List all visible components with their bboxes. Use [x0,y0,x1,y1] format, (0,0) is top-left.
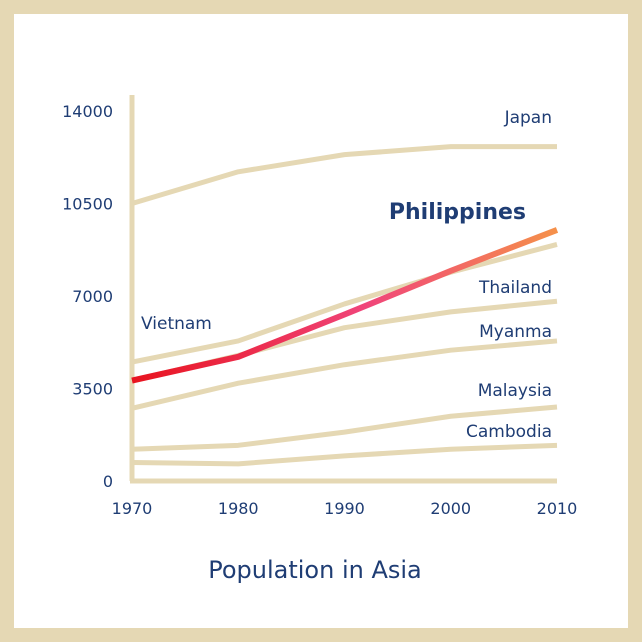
series-label-japan: Japan [504,108,552,128]
series-line-cambodia [131,442,558,467]
chart-title: Population in Asia [208,556,422,584]
y-tick-label: 0 [103,472,113,491]
series-label-cambodia: Cambodia [466,422,552,442]
series-line-malaysia [131,404,558,452]
x-tick-label: 2010 [537,499,578,518]
series-label-philippines: Philippines [389,200,526,225]
series-label-thailand: Thailand [478,278,552,298]
x-tick-label: 1970 [112,499,153,518]
x-tick-label: 2000 [430,499,471,518]
series-label-myanma: Myanma [479,322,552,342]
series-line-myanma [131,338,558,411]
y-tick-label: 10500 [62,195,113,214]
x-tick-label: 1990 [324,499,365,518]
series-label-malaysia: Malaysia [478,381,552,401]
series-line-japan [131,144,557,206]
x-tick-label: 1980 [218,499,259,518]
y-tick-label: 14000 [62,102,113,121]
y-tick-label: 7000 [72,287,113,306]
y-tick-label: 3500 [72,380,113,399]
series-line-philippines [131,227,559,384]
series-label-vietnam: Vietnam [141,314,212,334]
series-line-thailand [131,242,558,365]
